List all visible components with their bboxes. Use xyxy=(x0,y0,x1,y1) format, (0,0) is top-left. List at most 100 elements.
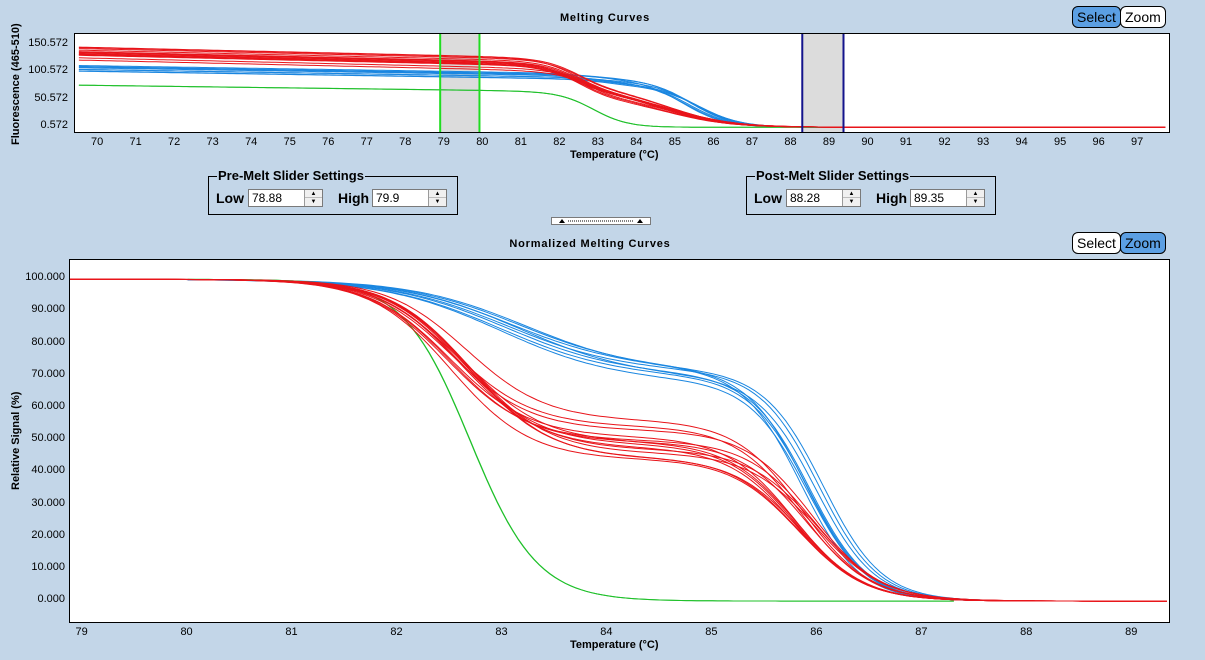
pre-melt-low-input[interactable] xyxy=(250,190,306,206)
y-tick-label: 80.000 xyxy=(31,335,65,348)
down-arrow-icon[interactable]: ▼ xyxy=(310,199,317,205)
up-arrow-icon[interactable]: ▲ xyxy=(967,190,984,198)
up-arrow-icon[interactable]: ▲ xyxy=(429,190,446,198)
x-tick-label: 88 xyxy=(784,136,797,148)
up-arrow-icon[interactable]: ▲ xyxy=(843,190,860,198)
x-tick-label: 93 xyxy=(976,136,990,148)
melting-curves-plot[interactable] xyxy=(74,33,1170,133)
y-tick-label: 0.000 xyxy=(37,593,65,606)
y-tick-label: 30.000 xyxy=(31,496,65,509)
post-melt-low-label: Low xyxy=(754,190,782,206)
x-tick-label: 82 xyxy=(390,626,403,638)
melt-curve-red xyxy=(78,54,1166,128)
x-tick-label: 75 xyxy=(283,136,296,148)
pre-melt-title: Pre-Melt Slider Settings xyxy=(217,168,365,183)
bottom-select-button[interactable]: Select xyxy=(1072,232,1121,254)
pre-melt-low-arrows[interactable]: ▲ ▼ xyxy=(304,190,322,206)
x-tick-label: 83 xyxy=(591,136,604,148)
post-melt-low-arrows[interactable]: ▲ ▼ xyxy=(842,190,860,206)
post-melt-title: Post-Melt Slider Settings xyxy=(755,168,911,183)
normalized-curves-y-label: Relative Signal (%) xyxy=(10,391,22,490)
melt-curve-red xyxy=(78,52,1166,128)
pre-melt-settings: Pre-Melt Slider Settings Low ▲ ▼ High ▲ … xyxy=(208,168,458,215)
normalized-curve-red xyxy=(70,278,1167,602)
down-arrow-icon[interactable]: ▼ xyxy=(434,199,441,205)
x-tick-label: 86 xyxy=(707,136,720,148)
melting-curves-chart[interactable] xyxy=(75,34,1169,132)
bottom-zoom-button[interactable]: Zoom xyxy=(1120,232,1166,254)
y-tick-label: 90.000 xyxy=(31,303,65,316)
x-tick-label: 97 xyxy=(1131,136,1144,148)
x-tick-label: 85 xyxy=(705,626,718,638)
x-tick-label: 79 xyxy=(437,136,450,148)
x-tick-label: 72 xyxy=(168,136,181,148)
x-tick-label: 77 xyxy=(360,136,373,148)
melt-curve-red xyxy=(78,57,1166,128)
melt-curve-green xyxy=(78,84,1166,128)
normalized-curve-blue xyxy=(187,279,981,601)
melt-curve-green xyxy=(78,84,1166,128)
x-tick-label: 88 xyxy=(1020,626,1033,638)
up-arrow-icon[interactable]: ▲ xyxy=(305,190,322,198)
post-melt-high-spinner[interactable]: ▲ ▼ xyxy=(910,189,985,207)
down-arrow-icon[interactable]: ▼ xyxy=(972,199,979,205)
x-tick-label: 80 xyxy=(180,626,193,638)
melt-curve-red xyxy=(78,51,1166,128)
pre-melt-high-spinner[interactable]: ▲ ▼ xyxy=(372,189,447,207)
post-melt-low-input[interactable] xyxy=(788,190,844,206)
x-tick-label: 82 xyxy=(553,136,566,148)
down-arrow-icon[interactable]: ▼ xyxy=(848,199,855,205)
x-tick-label: 78 xyxy=(399,136,412,148)
x-tick-label: 87 xyxy=(745,136,759,148)
x-tick-label: 90 xyxy=(861,136,874,148)
y-tick-label: 60.000 xyxy=(31,400,65,413)
x-tick-label: 96 xyxy=(1092,136,1105,148)
y-tick-label: 0.572 xyxy=(40,119,68,132)
x-tick-label: 83 xyxy=(495,626,508,638)
melt-curve-red xyxy=(78,51,1166,128)
x-tick-label: 81 xyxy=(514,136,527,148)
normalized-curves-chart[interactable] xyxy=(70,260,1169,622)
normalized-curve-blue xyxy=(187,279,981,601)
melt-curve-red xyxy=(78,54,1166,128)
x-tick-label: 71 xyxy=(129,136,142,148)
top-select-button[interactable]: Select xyxy=(1072,6,1121,28)
top-zoom-button[interactable]: Zoom xyxy=(1120,6,1166,28)
x-tick-label: 89 xyxy=(1125,626,1138,638)
melting-curves-title: Melting Curves xyxy=(559,12,651,24)
x-tick-label: 70 xyxy=(90,136,104,148)
x-tick-label: 86 xyxy=(810,626,823,638)
normalized-curve-green xyxy=(187,278,954,602)
y-tick-label: 10.000 xyxy=(31,560,65,573)
post-melt-settings: Post-Melt Slider Settings Low ▲ ▼ High ▲… xyxy=(746,168,996,215)
pre-melt-low-spinner[interactable]: ▲ ▼ xyxy=(248,189,323,207)
splitter-left-arrow-icon xyxy=(559,219,565,223)
normalized-curves-x-label: Temperature (°C) xyxy=(570,639,659,651)
pre-melt-high-arrows[interactable]: ▲ ▼ xyxy=(428,190,446,206)
x-tick-label: 92 xyxy=(938,136,951,148)
panel-splitter[interactable] xyxy=(551,217,651,225)
post-melt-low-spinner[interactable]: ▲ ▼ xyxy=(786,189,861,207)
pre-melt-region xyxy=(440,34,480,132)
normalized-curves-plot[interactable] xyxy=(69,259,1170,623)
melting-curves-x-label: Temperature (°C) xyxy=(570,149,659,161)
x-tick-label: 87 xyxy=(915,626,928,638)
pre-melt-low-label: Low xyxy=(216,190,244,206)
normalized-curve-green xyxy=(187,278,954,602)
y-tick-label: 100.000 xyxy=(25,271,65,284)
melt-curve-red xyxy=(78,54,1166,128)
x-tick-label: 73 xyxy=(206,136,219,148)
melt-curve-red xyxy=(78,48,1166,128)
normalized-curve-blue xyxy=(187,279,981,601)
x-tick-label: 94 xyxy=(1015,136,1028,148)
pre-melt-high-input[interactable] xyxy=(374,190,430,206)
x-tick-label: 81 xyxy=(285,626,298,638)
y-tick-label: 20.000 xyxy=(31,528,65,541)
melt-curve-red xyxy=(78,53,1166,128)
post-melt-high-input[interactable] xyxy=(912,190,968,206)
x-tick-label: 95 xyxy=(1054,136,1067,148)
y-tick-label: 70.000 xyxy=(31,367,65,380)
normalized-curves-title: Normalized Melting Curves xyxy=(509,238,671,250)
pre-melt-high-label: High xyxy=(338,190,370,206)
post-melt-high-arrows[interactable]: ▲ ▼ xyxy=(966,190,984,206)
